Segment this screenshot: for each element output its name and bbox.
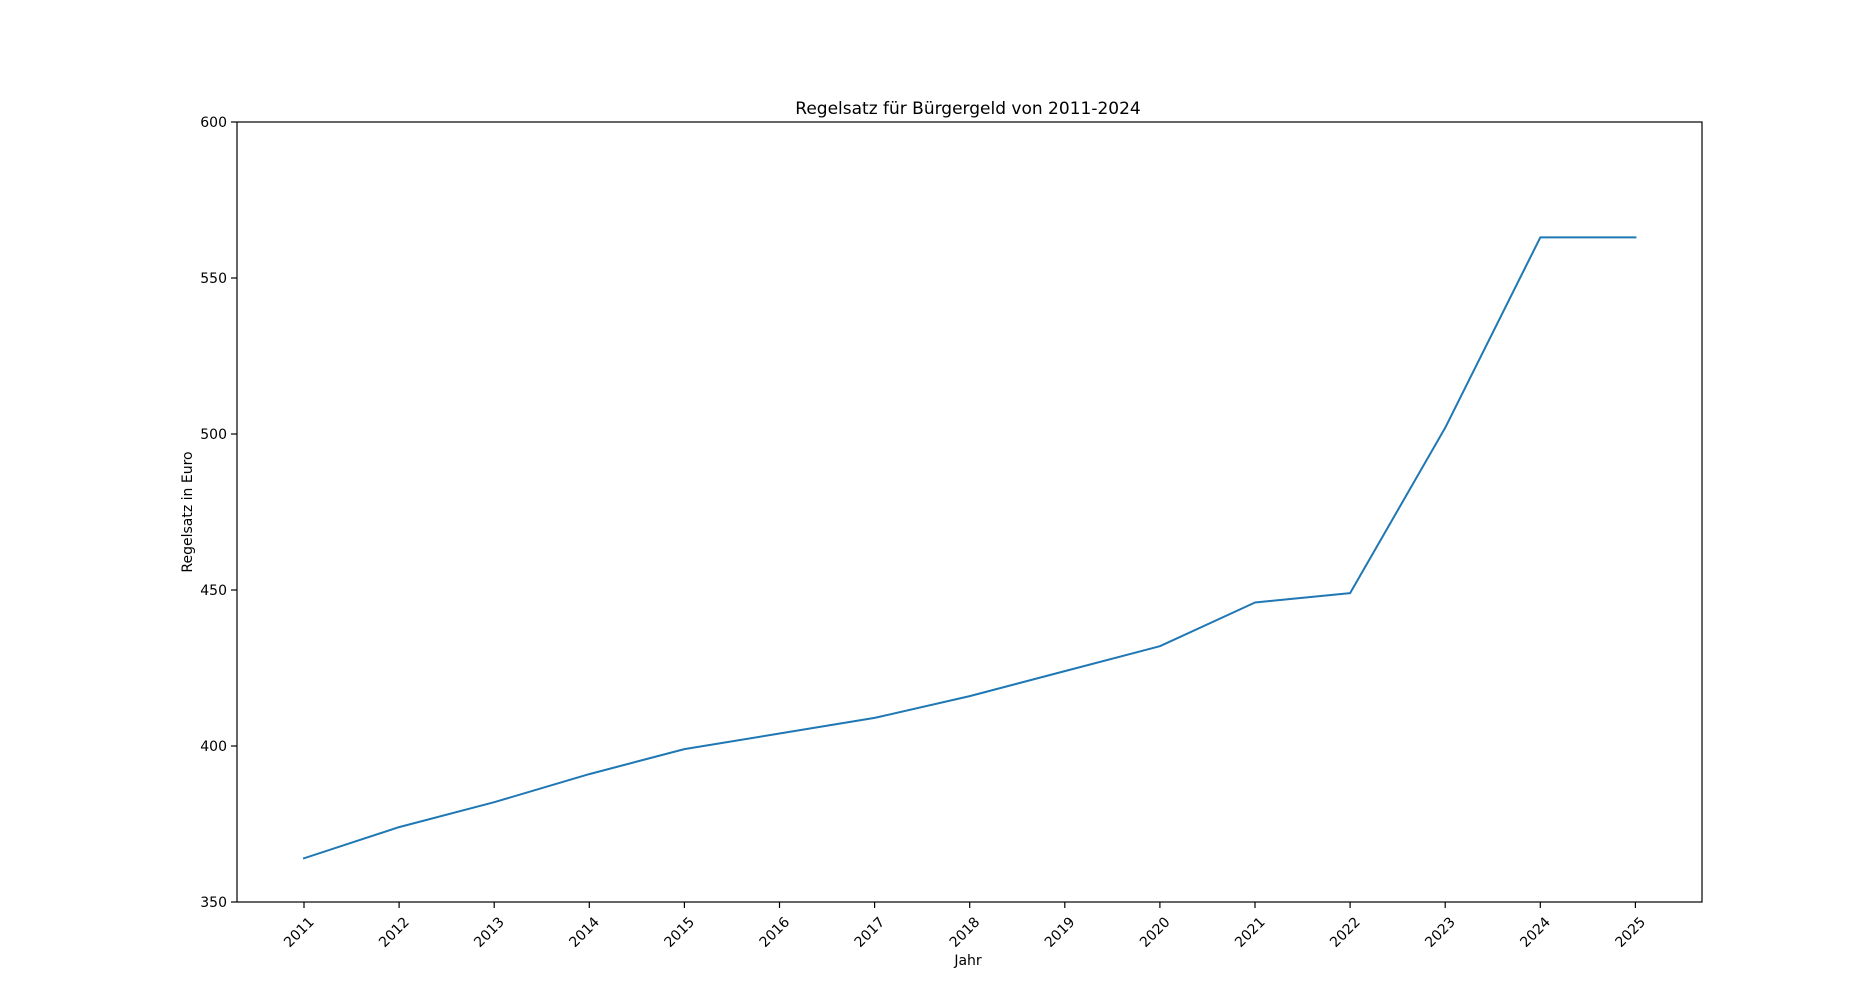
series-line [302, 236, 1637, 860]
y-tick-label: 450 [200, 583, 227, 599]
y-tick-label: 600 [200, 115, 227, 131]
y-tick-label: 400 [200, 739, 227, 755]
x-axis-label: Jahr [953, 953, 982, 969]
y-tick-label: 350 [200, 895, 227, 911]
y-tick-label: 550 [200, 271, 227, 287]
y-axis-label: Regelsatz in Euro [180, 451, 196, 572]
y-tick-label: 500 [200, 427, 227, 443]
chart-title: Regelsatz für Bürgergeld von 2011-2024 [795, 99, 1140, 119]
